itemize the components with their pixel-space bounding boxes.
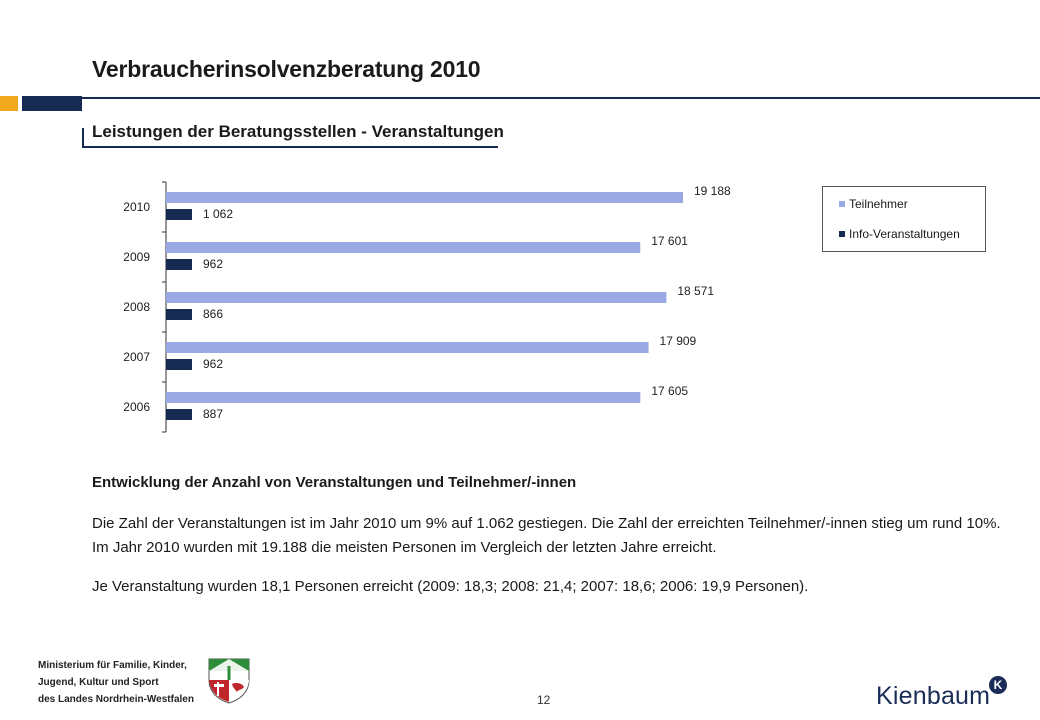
category-label-2008: 2008: [123, 300, 150, 314]
ministry-line-1: Ministerium für Familie, Kinder,: [38, 660, 187, 671]
data-label-teilnehmer-2007: 17 909: [660, 334, 697, 348]
bar-chart: 2010 19 188 1 062 2009 17 601 962 2008 18 571 86…: [123, 181, 731, 433]
data-label-info-2008: 866: [203, 307, 223, 321]
nrw-crest-icon: [208, 658, 250, 704]
accent-bar-navy: [22, 96, 82, 111]
header-rule: [82, 97, 1040, 99]
legend-label-teilnehmer: Teilnehmer: [849, 197, 908, 211]
data-label-teilnehmer-2006: 17 605: [651, 384, 688, 398]
bar-teilnehmer-2008: [166, 292, 667, 303]
bar-info-2007: [166, 359, 192, 370]
legend-item-info: Info-Veranstaltungen: [839, 227, 960, 241]
kienbaum-logo: Kienbaum: [876, 682, 991, 710]
section-heading: Entwicklung der Anzahl von Veranstaltung…: [92, 474, 577, 491]
data-label-info-2006: 887: [203, 407, 223, 421]
data-label-info-2009: 962: [203, 257, 223, 271]
body-paragraph-2: Je Veranstaltung wurden 18,1 Personen er…: [92, 578, 809, 595]
category-label-2010: 2010: [123, 200, 150, 214]
subtitle-bracket: [82, 128, 84, 148]
body-paragraph-1: Die Zahl der Veranstaltungen ist im Jahr…: [92, 515, 1001, 556]
data-label-teilnehmer-2008: 18 571: [677, 284, 714, 298]
bar-info-2009: [166, 259, 192, 270]
page-subtitle: Leistungen der Beratungsstellen - Verans…: [92, 122, 504, 141]
bar-info-2008: [166, 309, 192, 320]
legend-label-info: Info-Veranstaltungen: [849, 227, 960, 241]
data-label-info-2007: 962: [203, 357, 223, 371]
category-label-2009: 2009: [123, 250, 150, 264]
ministry-name: Ministerium für Familie, Kinder, Jugend,…: [38, 657, 194, 708]
category-label-2006: 2006: [123, 400, 150, 414]
accent-bar-orange: [0, 96, 18, 111]
bar-teilnehmer-2006: [166, 392, 641, 403]
ministry-line-2: Jugend, Kultur und Sport: [38, 677, 159, 688]
bar-info-2010: [166, 209, 192, 220]
page-title: Verbraucherinsolvenzberatung 2010: [92, 56, 481, 82]
kienbaum-logo-mark: K: [989, 676, 1007, 694]
bar-teilnehmer-2010: [166, 192, 683, 203]
bar-teilnehmer-2007: [166, 342, 649, 353]
chart-legend: Teilnehmer Info-Veranstaltungen: [822, 186, 986, 252]
legend-item-teilnehmer: Teilnehmer: [839, 197, 908, 211]
page-number: 12: [537, 693, 551, 707]
data-label-info-2010: 1 062: [203, 207, 233, 221]
legend-swatch-teilnehmer: [839, 201, 845, 207]
data-label-teilnehmer-2009: 17 601: [651, 234, 688, 248]
ministry-line-3: des Landes Nordrhein-Westfalen: [38, 694, 194, 705]
category-label-2007: 2007: [123, 350, 150, 364]
bar-teilnehmer-2009: [166, 242, 641, 253]
legend-swatch-info: [839, 231, 845, 237]
data-label-teilnehmer-2010: 19 188: [694, 184, 731, 198]
bar-info-2006: [166, 409, 192, 420]
subtitle-underline: [82, 146, 498, 148]
